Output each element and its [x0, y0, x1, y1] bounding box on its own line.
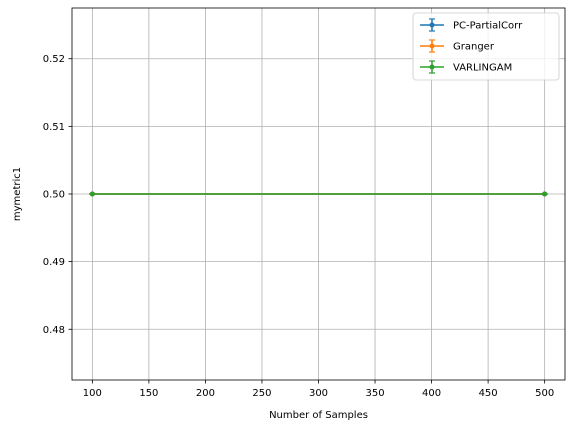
x-tick-label: 450: [479, 388, 498, 399]
x-tick-label: 500: [535, 388, 554, 399]
y-tick-label: 0.51: [43, 122, 65, 133]
y-tick-label: 0.50: [43, 190, 65, 201]
legend-box: [412, 12, 560, 81]
series-layer: [89, 191, 548, 197]
y-tick-label: 0.52: [43, 54, 65, 65]
x-tick-label: 300: [309, 388, 328, 399]
legend-label: PC-PartialCorr: [453, 21, 523, 32]
legend-label: Granger: [453, 42, 495, 53]
legend: PC-PartialCorr Granger VARLINGAM: [412, 12, 560, 81]
x-axis-label: Number of Samples: [269, 410, 368, 421]
x-axis: 100 150 200 250 300 350 400 450 500: [83, 380, 554, 399]
x-tick-label: 350: [365, 388, 384, 399]
x-tick-label: 100: [83, 388, 102, 399]
x-tick-label: 400: [422, 388, 441, 399]
legend-label: VARLINGAM: [453, 63, 512, 74]
legend-marker: [429, 43, 435, 49]
y-tick-label: 0.48: [43, 325, 65, 336]
y-axis: 0.48 0.49 0.50 0.51 0.52: [43, 54, 72, 336]
data-point: [542, 191, 548, 197]
y-axis-label: mymetric1: [12, 167, 23, 221]
x-tick-label: 250: [252, 388, 271, 399]
legend-marker: [429, 22, 435, 28]
series-varlingam: [89, 191, 548, 197]
legend-marker: [429, 64, 435, 70]
x-tick-label: 150: [139, 388, 158, 399]
x-tick-label: 200: [196, 388, 215, 399]
data-point: [89, 191, 95, 197]
y-tick-label: 0.49: [43, 257, 65, 268]
